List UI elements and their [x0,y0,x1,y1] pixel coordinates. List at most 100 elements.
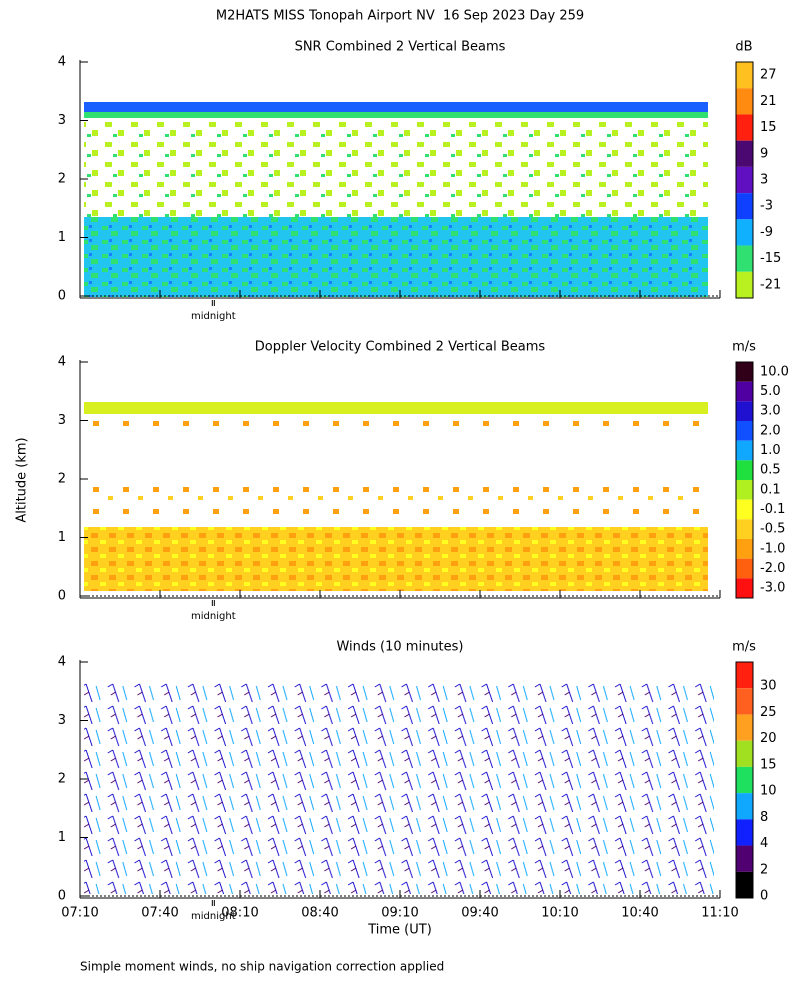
y-tick-label: 4 [58,55,66,70]
colorbar-swatch [736,219,753,246]
colorbar-tick-label: -0.1 [760,502,785,517]
colorbar-tick-label: 25 [760,705,777,720]
colorbar-swatch [736,401,753,421]
colorbar-frame [735,61,754,299]
x-tick-label: 08:40 [301,906,338,921]
colorbar-label: m/s [732,640,756,655]
panel-title: SNR Combined 2 Vertical Beams [295,40,506,55]
colorbar-tick-label: -3.0 [760,581,785,596]
y-tick-label: 4 [58,655,66,670]
snr-field [84,114,708,194]
colorbar-tick-label: 3 [760,173,768,188]
colorbar-swatch [736,499,753,520]
panel-title: Winds (10 minutes) [336,640,463,655]
colorbar-swatch [736,766,753,794]
y-tick-label: 1 [58,830,66,845]
colorbar-tick-label: -15 [760,251,781,266]
colorbar-swatch [736,539,753,559]
colorbar-label: dB [735,40,752,55]
x-tick-label: 08:10 [221,906,258,921]
y-tick-label: 1 [58,530,66,545]
footnote: Simple moment winds, no ship navigation … [80,960,444,974]
colorbar-tick-label: -2.0 [760,561,785,576]
colorbar-swatch [736,88,753,115]
snr-field [84,217,708,297]
y-tick-label: 2 [58,772,66,787]
colorbar-tick-label: 27 [760,68,777,83]
colorbar-tick-label: -0.5 [760,522,785,537]
x-axis-label: Time (UT) [367,923,432,938]
colorbar-frame [735,661,754,899]
colorbar-swatch [736,740,753,767]
y-tick-label: 0 [58,589,66,604]
snr-field [84,112,708,118]
panel-title: Doppler Velocity Combined 2 Vertical Bea… [255,340,546,355]
colorbar-tick-label: 15 [760,757,777,772]
colorbar-swatch [736,519,753,539]
colorbar-tick-label: 3.0 [760,404,781,419]
y-tick-label: 1 [58,230,66,245]
colorbar-swatch [736,362,753,382]
colorbar-tick-label: 5.0 [760,384,781,399]
x-tick-label: 11:10 [701,906,738,921]
colorbar-tick-label: 4 [760,836,768,851]
colorbar-swatch [736,421,753,441]
colorbar-swatch [736,845,753,872]
doppler-field [84,482,708,518]
colorbar-tick-label: -9 [760,225,773,240]
colorbar-tick-label: 0.5 [760,463,781,478]
midnight-label: midnight [191,611,236,622]
colorbar-tick-label: 20 [760,731,777,746]
colorbar-swatch [736,871,753,898]
y-axis-label: Altitude (km) [15,437,30,522]
colorbar-tick-label: 1.0 [760,443,781,458]
y-tick-label: 2 [58,172,66,187]
colorbar-swatch [736,245,753,272]
colorbar-tick-label: -1.0 [760,541,785,556]
colorbar-tick-label: 2 [760,862,768,877]
colorbar-swatch [736,62,753,89]
colorbar-tick-label: 30 [760,679,777,694]
y-tick-label: 0 [58,889,66,904]
x-tick-label: 07:10 [61,906,98,921]
colorbar-swatch [736,793,753,820]
snr-field [84,192,708,218]
colorbar-tick-label: 8 [760,810,768,825]
wind-barb-field [84,682,714,894]
colorbar-tick-label: 15 [760,120,777,135]
y-tick-label: 3 [58,113,66,128]
colorbar-label: m/s [732,340,756,355]
x-tick-label: 10:40 [621,906,658,921]
colorbar-swatch [736,166,753,194]
colorbar-tick-label: 9 [760,146,768,161]
colorbar-swatch [736,381,753,402]
midnight-label: midnight [191,911,236,922]
doppler-field [84,527,708,591]
colorbar-swatch [736,460,753,480]
doppler-field [84,414,708,430]
snr-field [84,102,708,112]
colorbar-swatch [736,819,753,846]
colorbar-swatch [736,688,753,715]
colorbar-tick-label: 10.0 [760,364,789,379]
colorbar-swatch [736,480,753,500]
colorbar-swatch [736,558,753,579]
colorbar-tick-label: 10 [760,784,777,799]
midnight-label: midnight [191,311,236,322]
y-tick-label: 4 [58,355,66,370]
colorbar-tick-label: -3 [760,199,773,214]
colorbar-tick-label: 0.1 [760,482,781,497]
y-tick-label: 2 [58,472,66,487]
colorbar-swatch [736,714,753,741]
colorbar-tick-label: 2.0 [760,423,781,438]
x-tick-label: 09:40 [461,906,498,921]
colorbar-swatch [736,440,753,461]
y-tick-label: 3 [58,413,66,428]
colorbar-tick-label: 21 [760,94,777,109]
x-tick-label: 09:10 [381,906,418,921]
x-tick-label: 07:40 [141,906,178,921]
y-tick-label: 0 [58,289,66,304]
page-title: M2HATS MISS Tonopah Airport NV 16 Sep 20… [216,9,584,24]
colorbar-swatch [736,271,753,298]
